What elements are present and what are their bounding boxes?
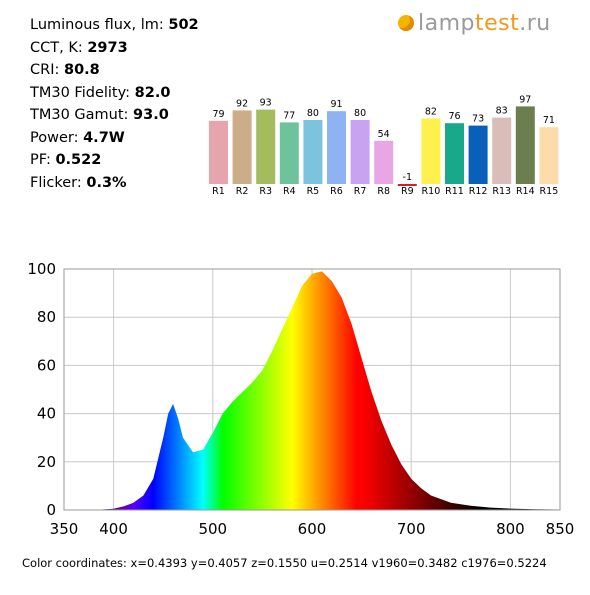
- cri-category-label: R7: [354, 186, 367, 197]
- stat-flicker: Flicker: 0.3%: [30, 172, 199, 195]
- cri-value-label: 76: [448, 111, 460, 122]
- measurement-list: Luminous flux, lm: 502 CCT, K: 2973 CRI:…: [30, 14, 199, 194]
- cri-value-label: 93: [260, 98, 272, 109]
- cri-bar-r13: [492, 117, 512, 184]
- cri-bar-r1: [209, 120, 228, 184]
- cri-bar-r2: [232, 110, 252, 184]
- stat-label: Flicker:: [30, 174, 82, 191]
- site-logo[interactable]: lamptest.ru: [398, 6, 551, 40]
- y-tick-label: 100: [27, 260, 56, 278]
- cri-bar-r11: [445, 123, 464, 184]
- cri-bar-r3: [256, 109, 276, 184]
- cri-category-label: R9: [401, 186, 414, 197]
- y-tick-label: 20: [37, 453, 56, 471]
- stat-value: 93.0: [133, 107, 169, 123]
- stat-cri: CRI: 80.8: [30, 59, 199, 82]
- stat-value: 4.7W: [83, 129, 125, 146]
- cri-category-label: R14: [516, 186, 535, 197]
- cri-category-label: R12: [469, 186, 488, 197]
- cri-category-label: R1: [212, 186, 225, 197]
- cri-value-label: 80: [354, 108, 366, 119]
- stat-label: PF:: [30, 152, 51, 168]
- cri-value-label: 77: [283, 110, 295, 121]
- cri-bar-r8: [374, 140, 394, 184]
- stat-label: TM30 Gamut:: [30, 107, 129, 123]
- cri-value-label: 97: [519, 94, 531, 105]
- stat-value: 0.522: [55, 152, 102, 168]
- stat-value: 502: [168, 17, 199, 33]
- cri-value-label: 73: [472, 114, 484, 125]
- logo-text-accent: test: [475, 10, 520, 36]
- cri-value-label: 54: [378, 129, 390, 140]
- stat-cct: CCT, K: 2973: [30, 37, 199, 60]
- cri-category-label: R2: [236, 186, 249, 197]
- stat-label: Luminous flux, lm:: [30, 17, 164, 33]
- stat-value: 2973: [87, 39, 128, 56]
- cri-category-label: R4: [283, 186, 296, 197]
- y-tick-label: 0: [46, 501, 56, 519]
- stat-tm30-gamut: TM30 Gamut: 93.0: [30, 104, 199, 127]
- x-tick-label: 700: [397, 520, 426, 538]
- cri-category-label: R10: [422, 186, 441, 197]
- stat-tm30-fidelity: TM30 Fidelity: 82.0: [30, 82, 199, 105]
- logo-text-main: lamp: [418, 10, 475, 36]
- cri-value-label: 79: [212, 109, 224, 120]
- cri-bar-r5: [303, 120, 323, 184]
- x-tick-label: 850: [546, 520, 575, 538]
- cri-value-label: 91: [330, 99, 342, 110]
- cri-bar-r12: [468, 125, 488, 184]
- cri-category-label: R11: [445, 186, 464, 197]
- stat-label: CRI:: [30, 62, 60, 78]
- stat-label: CCT, K:: [30, 39, 83, 56]
- logo-text-tail: .ru: [519, 10, 551, 36]
- x-tick-label: 500: [198, 520, 227, 538]
- cri-value-label: 92: [236, 98, 248, 109]
- plot-frame: [63, 268, 561, 511]
- cri-value-label: 71: [543, 115, 555, 126]
- cri-category-label: R3: [259, 186, 272, 197]
- cri-bar-r6: [327, 111, 346, 184]
- spectrum-chart: 350 400 500 600 700 800 850 0 20 40 60 80 100: [27, 260, 575, 538]
- spectrum-area: [64, 271, 560, 510]
- stat-label: Power:: [30, 129, 79, 146]
- cri-bar-r7: [350, 120, 370, 184]
- x-tick-label: 600: [298, 520, 327, 538]
- x-tick-label: 400: [99, 520, 128, 538]
- sun-icon: [398, 15, 414, 31]
- cri-bar-chart: 79 R1 92 R2 93 R3 77 R4 80 R5 91 R6 80 R7 54 R8 -1 R9 82 R1…: [209, 94, 559, 197]
- stat-value: 80.8: [63, 62, 100, 78]
- stat-power: Power: 4.7W: [30, 127, 199, 150]
- y-tick-label: 60: [37, 356, 56, 374]
- cri-value-label: 82: [425, 106, 437, 117]
- x-tick-label: 350: [50, 520, 79, 538]
- stat-value: 0.3%: [86, 174, 127, 191]
- cri-category-label: R5: [307, 186, 320, 197]
- cri-bar-r14: [515, 106, 535, 184]
- x-tick-label: 800: [496, 520, 525, 538]
- logo-text: lamptest.ru: [418, 11, 551, 36]
- cri-bar-r10: [421, 118, 441, 184]
- cri-bar-r15: [539, 127, 559, 184]
- stat-luminous-flux: Luminous flux, lm: 502: [30, 14, 199, 37]
- cri-category-label: R6: [330, 186, 343, 197]
- cri-category-label: R8: [377, 186, 390, 197]
- stat-label: TM30 Fidelity:: [30, 84, 131, 101]
- cri-category-label: R15: [540, 186, 559, 197]
- y-tick-label: 40: [37, 405, 56, 423]
- cri-value-label: 80: [307, 108, 319, 119]
- y-tick-label: 80: [37, 308, 56, 326]
- stat-pf: PF: 0.522: [30, 149, 199, 172]
- cri-bar-r9: [397, 184, 417, 186]
- color-coordinates: Color coordinates: x=0.4393 y=0.4057 z=0…: [22, 556, 547, 570]
- cri-value-label: -1: [403, 172, 412, 183]
- cri-value-label: 83: [496, 106, 508, 117]
- cri-category-label: R13: [492, 186, 511, 197]
- stat-value: 82.0: [134, 84, 171, 101]
- cri-bar-r4: [279, 122, 299, 184]
